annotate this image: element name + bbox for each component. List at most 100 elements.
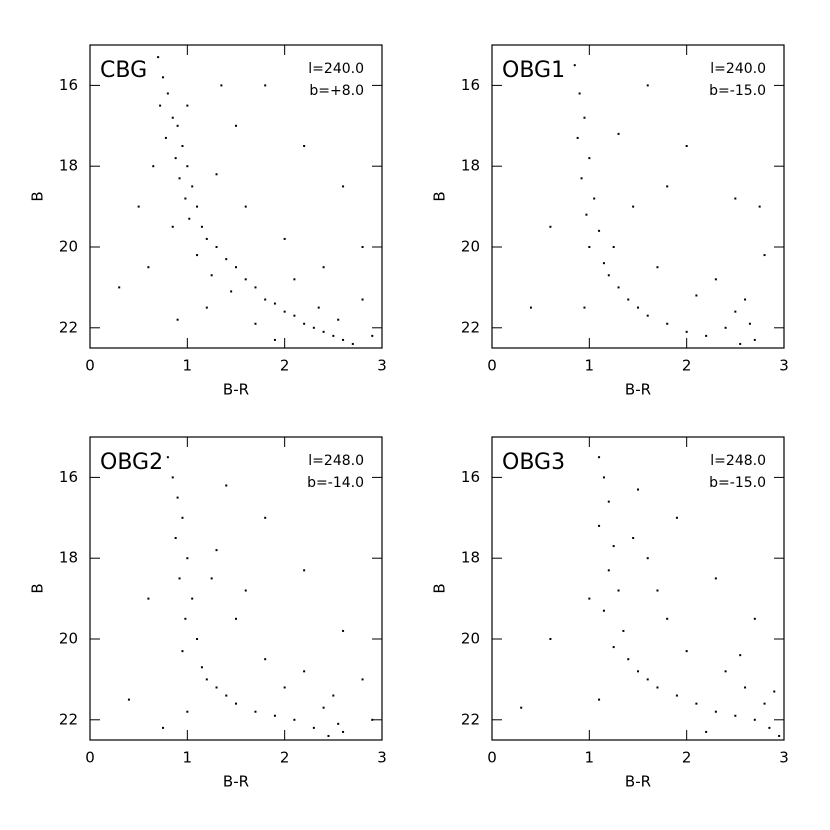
point bbox=[230, 290, 233, 293]
point bbox=[580, 177, 583, 180]
point bbox=[215, 686, 218, 689]
point bbox=[632, 205, 635, 208]
point bbox=[176, 496, 179, 499]
x-axis-label: B-R bbox=[223, 773, 249, 791]
y-axis-label: B bbox=[29, 583, 47, 593]
point bbox=[637, 488, 639, 491]
point bbox=[627, 658, 630, 661]
point bbox=[520, 706, 523, 709]
point bbox=[188, 217, 191, 220]
point bbox=[244, 278, 247, 281]
point bbox=[602, 476, 605, 479]
point bbox=[174, 157, 177, 160]
point bbox=[598, 698, 601, 701]
point bbox=[235, 266, 237, 269]
point bbox=[714, 710, 717, 713]
point bbox=[632, 537, 635, 539]
panel-annotation: b=-15.0 bbox=[709, 83, 766, 99]
point bbox=[327, 734, 330, 737]
x-tick-label: 1 bbox=[183, 749, 193, 767]
point bbox=[215, 246, 218, 248]
point bbox=[200, 225, 203, 228]
plot-frame bbox=[89, 436, 383, 741]
point bbox=[215, 549, 218, 552]
point bbox=[264, 658, 267, 661]
point bbox=[695, 702, 698, 705]
point bbox=[283, 237, 286, 240]
point bbox=[196, 638, 199, 640]
point bbox=[612, 246, 615, 248]
point bbox=[342, 185, 345, 188]
x-axis-label: B-R bbox=[223, 381, 249, 399]
panel-title: CBG bbox=[100, 58, 147, 83]
point bbox=[159, 104, 162, 107]
point bbox=[303, 322, 306, 325]
point bbox=[342, 730, 345, 733]
point bbox=[293, 718, 296, 721]
panel-title: OBG3 bbox=[502, 450, 565, 475]
point bbox=[244, 205, 247, 208]
point bbox=[235, 702, 237, 705]
point bbox=[164, 136, 167, 139]
y-axis-label: B bbox=[29, 191, 47, 201]
x-tick-label: 3 bbox=[377, 357, 387, 375]
point bbox=[273, 338, 276, 341]
point bbox=[235, 124, 237, 127]
point bbox=[685, 650, 688, 653]
point bbox=[293, 314, 296, 317]
point bbox=[637, 306, 639, 309]
point bbox=[166, 456, 169, 459]
y-tick-label: 16 bbox=[461, 468, 480, 486]
point bbox=[666, 185, 669, 188]
point bbox=[174, 537, 177, 539]
point bbox=[322, 706, 325, 709]
y-tick-label: 16 bbox=[59, 76, 78, 94]
point bbox=[646, 557, 649, 560]
x-tick-label: 3 bbox=[779, 357, 789, 375]
point bbox=[744, 686, 747, 689]
point bbox=[685, 145, 688, 147]
point bbox=[622, 629, 625, 632]
point bbox=[585, 213, 588, 216]
point bbox=[186, 710, 189, 713]
point bbox=[181, 516, 184, 519]
point bbox=[205, 306, 208, 309]
y-tick-label: 22 bbox=[59, 318, 78, 336]
point bbox=[753, 338, 756, 341]
x-tick-label: 2 bbox=[280, 749, 290, 767]
point bbox=[178, 577, 181, 580]
x-tick-label: 3 bbox=[377, 749, 387, 767]
point bbox=[778, 734, 781, 737]
point bbox=[734, 714, 737, 717]
y-tick-label: 16 bbox=[59, 468, 78, 486]
panel-annotation: l=240.0 bbox=[710, 61, 766, 77]
x-axis-label: B-R bbox=[625, 381, 651, 399]
point bbox=[184, 197, 187, 200]
point bbox=[739, 654, 742, 657]
y-tick-label: 22 bbox=[461, 318, 480, 336]
point bbox=[588, 597, 591, 600]
point bbox=[763, 254, 766, 257]
point bbox=[753, 718, 756, 721]
point bbox=[196, 254, 199, 257]
point bbox=[264, 298, 267, 301]
point bbox=[215, 173, 218, 176]
point bbox=[739, 342, 742, 345]
point bbox=[322, 330, 325, 333]
point bbox=[303, 145, 306, 147]
point bbox=[598, 229, 601, 232]
plot-frame bbox=[491, 44, 785, 349]
point bbox=[152, 165, 155, 168]
point bbox=[598, 456, 601, 459]
point bbox=[627, 298, 630, 301]
point bbox=[200, 666, 203, 669]
point bbox=[196, 205, 199, 208]
x-tick-label: 0 bbox=[85, 749, 95, 767]
panel-annotation: l=248.0 bbox=[308, 453, 364, 469]
point bbox=[254, 710, 257, 713]
point bbox=[361, 678, 364, 681]
point bbox=[578, 92, 581, 95]
x-tick-label: 1 bbox=[585, 749, 595, 767]
point bbox=[312, 326, 315, 329]
point bbox=[191, 185, 194, 188]
